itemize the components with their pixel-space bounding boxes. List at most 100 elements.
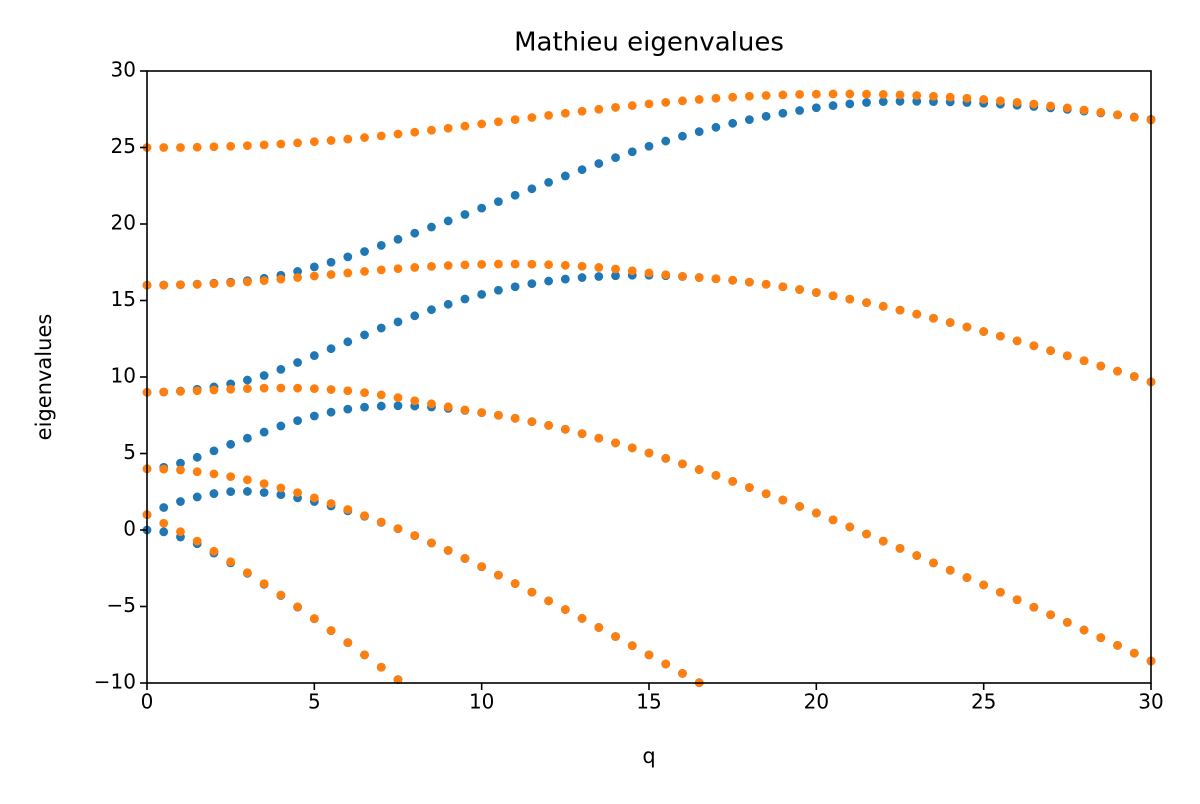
y-tick-label: 20 — [111, 211, 136, 235]
data-point — [527, 259, 537, 269]
data-point — [678, 131, 687, 141]
data-point — [192, 467, 202, 477]
data-point — [393, 675, 403, 685]
x-tick-label: 20 — [804, 690, 829, 714]
data-point — [644, 99, 654, 109]
data-point — [627, 641, 637, 651]
data-point — [895, 543, 905, 553]
data-point — [811, 508, 821, 518]
data-point — [1129, 372, 1139, 381]
x-tick-label: 5 — [308, 690, 321, 714]
data-point — [293, 138, 302, 148]
data-point — [309, 411, 319, 421]
data-point — [159, 280, 169, 290]
data-point — [376, 662, 386, 672]
data-point — [360, 511, 369, 521]
data-point — [544, 596, 553, 606]
data-point — [192, 386, 202, 396]
data-point — [410, 531, 420, 540]
data-point — [460, 405, 470, 415]
data-point — [527, 417, 537, 427]
data-point — [544, 177, 553, 187]
data-point — [159, 527, 169, 537]
data-point — [627, 266, 637, 276]
data-point — [427, 261, 436, 271]
data-point — [360, 388, 369, 398]
data-point — [1079, 356, 1089, 366]
y-axis-label: eigenvalues — [32, 314, 56, 441]
data-point — [243, 375, 252, 385]
data-point — [594, 433, 604, 443]
data-point — [393, 317, 403, 327]
data-point — [745, 483, 754, 492]
data-point — [996, 331, 1005, 341]
data-point — [376, 323, 386, 333]
data-point — [694, 465, 704, 474]
data-point — [728, 275, 738, 285]
data-point — [360, 330, 369, 340]
data-point — [427, 305, 436, 315]
data-point — [443, 402, 453, 412]
data-point — [878, 90, 888, 99]
data-point — [460, 121, 470, 131]
data-point — [996, 587, 1005, 597]
data-point — [427, 399, 436, 409]
data-point — [544, 260, 553, 270]
data-point — [360, 267, 369, 276]
data-point — [594, 104, 604, 114]
data-point — [259, 140, 269, 150]
data-point — [276, 490, 286, 500]
data-point — [293, 602, 302, 612]
data-point — [644, 448, 654, 458]
data-point — [494, 117, 503, 127]
data-point — [427, 222, 436, 232]
data-point — [828, 89, 838, 99]
data-point — [560, 274, 570, 284]
data-point — [209, 469, 219, 479]
data-point — [845, 99, 855, 109]
data-point — [309, 493, 319, 503]
data-point — [410, 311, 420, 321]
data-point — [577, 261, 587, 271]
data-point — [360, 247, 369, 256]
data-point — [309, 137, 319, 147]
data-point — [477, 289, 487, 299]
data-point — [209, 279, 219, 289]
data-point — [259, 427, 269, 437]
data-point — [159, 464, 169, 474]
data-point — [326, 344, 336, 354]
data-point — [661, 453, 671, 463]
data-point — [510, 282, 520, 292]
data-point — [226, 487, 236, 496]
data-point — [728, 476, 738, 486]
data-point — [560, 171, 570, 181]
data-point — [560, 605, 570, 614]
data-point — [192, 452, 202, 462]
data-point — [393, 401, 403, 411]
data-point — [393, 264, 403, 274]
y-tick-label: 15 — [111, 287, 136, 311]
data-point — [644, 268, 654, 278]
data-point — [862, 98, 871, 107]
data-point — [276, 139, 286, 149]
data-point — [845, 294, 855, 304]
data-point — [259, 383, 269, 393]
data-point — [209, 446, 219, 456]
data-point — [962, 93, 972, 103]
data-point — [226, 472, 236, 482]
data-point — [276, 364, 286, 374]
data-point — [711, 122, 721, 132]
data-point — [176, 497, 185, 506]
data-point — [410, 127, 420, 137]
x-tick-label: 0 — [141, 690, 154, 714]
data-point — [945, 318, 955, 327]
x-tick-label: 30 — [1138, 690, 1163, 714]
data-point — [494, 197, 503, 207]
data-point — [611, 264, 620, 274]
data-point — [1012, 336, 1022, 346]
data-point — [594, 623, 604, 632]
x-tick-label: 25 — [971, 690, 996, 714]
data-point — [443, 216, 453, 226]
data-point — [343, 252, 353, 262]
data-point — [176, 386, 185, 396]
